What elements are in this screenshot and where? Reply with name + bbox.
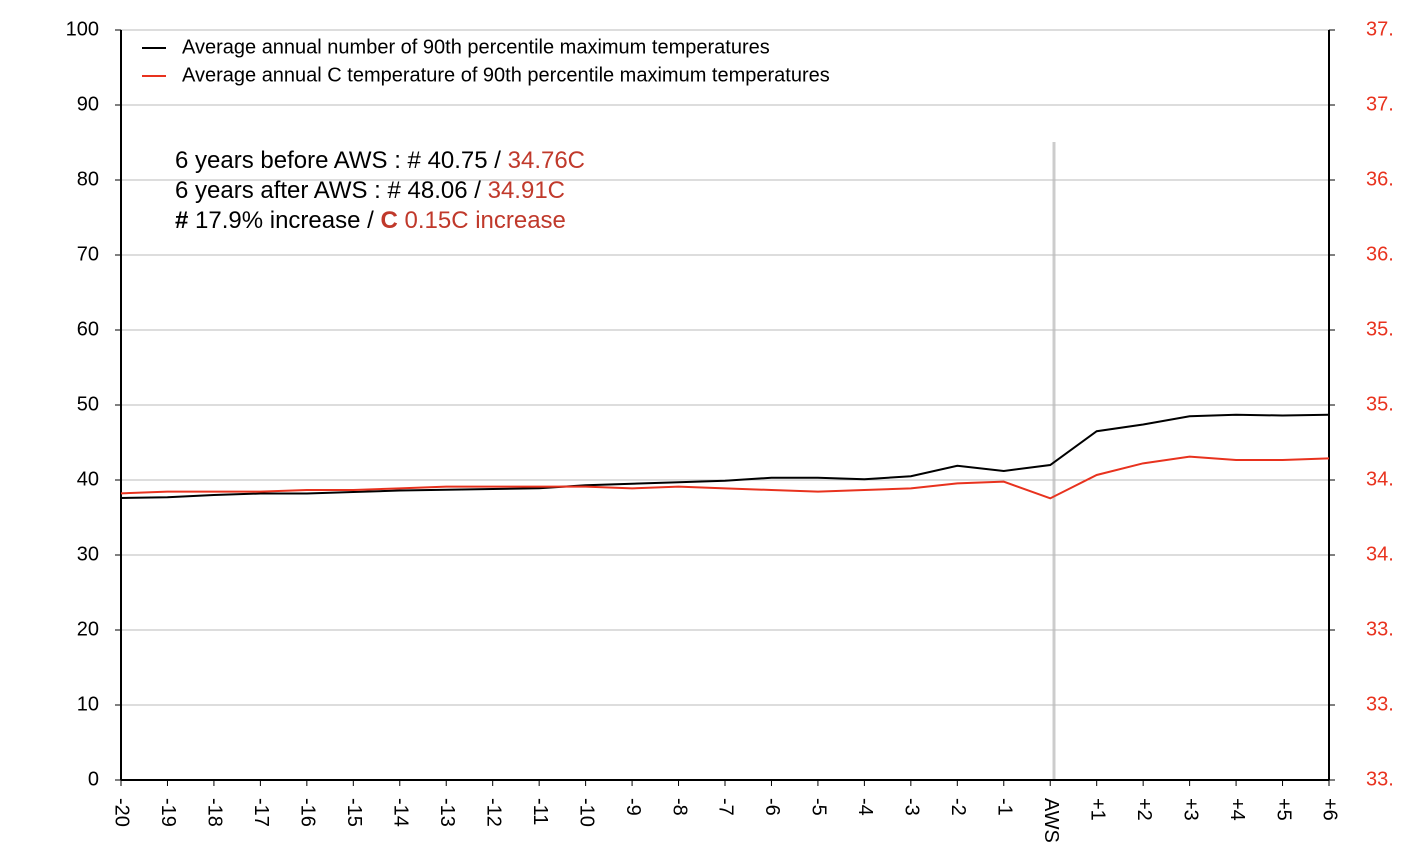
- annotation-part: #: [175, 207, 188, 234]
- legend-label: Average annual C temperature of 90th per…: [182, 64, 830, 86]
- x-tick-label: -5: [808, 798, 830, 816]
- x-tick-label: -17: [250, 798, 272, 827]
- x-tick-label: -2: [947, 798, 969, 816]
- series-line: [120, 455, 1330, 500]
- x-tick-label: -7: [715, 798, 737, 816]
- x-tick-label: -14: [389, 798, 411, 827]
- x-tick-label: +2: [1133, 798, 1155, 821]
- y2-tick-label: 34.: [1366, 468, 1394, 490]
- x-tick-label: +1: [1086, 798, 1108, 821]
- x-tick-label: -16: [297, 798, 319, 827]
- x-tick-label: -9: [622, 798, 644, 816]
- annotation: # 17.9% increase / C 0.15C increase: [175, 207, 566, 234]
- y-tick-label: 0: [88, 768, 99, 790]
- x-tick-label: -20: [111, 798, 133, 827]
- x-tick-label: -8: [668, 798, 690, 816]
- y-tick-label: 20: [77, 618, 99, 640]
- y-tick-label: 80: [77, 168, 99, 190]
- y-tick-label: 50: [77, 393, 99, 415]
- annotation-part: 0.15C increase: [398, 207, 566, 234]
- x-tick-label: AWS: [1040, 798, 1062, 843]
- y-tick-label: 90: [77, 93, 99, 115]
- x-tick-label: -11: [529, 798, 551, 825]
- x-tick-label: -1: [993, 798, 1015, 816]
- y-tick-label: 40: [77, 468, 99, 490]
- y-tick-label: 70: [77, 243, 99, 265]
- x-tick-label: -3: [901, 798, 923, 816]
- y2-tick-label: 34.: [1366, 543, 1394, 565]
- y2-tick-label: 33.: [1366, 618, 1394, 640]
- annotation: 6 years after AWS : # 48.06 / 34.91C: [175, 177, 565, 204]
- series-line: [120, 413, 1330, 499]
- y2-tick-label: 37.: [1366, 18, 1394, 40]
- legend-label: Average annual number of 90th percentile…: [182, 36, 770, 58]
- y-tick-label: 60: [77, 318, 99, 340]
- y2-tick-label: 35.: [1366, 318, 1394, 340]
- y2-tick-label: 35.: [1366, 393, 1394, 415]
- y-tick-label: 10: [77, 693, 99, 715]
- x-tick-label: +5: [1272, 798, 1294, 821]
- y2-tick-label: 33.: [1366, 693, 1394, 715]
- x-tick-label: -10: [575, 798, 597, 827]
- y2-tick-label: 36.: [1366, 243, 1394, 265]
- x-tick-label: +3: [1179, 798, 1201, 821]
- annotation-part: C: [380, 207, 397, 234]
- y2-tick-label: 33.: [1366, 768, 1394, 790]
- annotation-part: 6 years before AWS : # 40.75 /: [175, 147, 508, 174]
- x-tick-label: -12: [482, 798, 504, 827]
- y2-tick-label: 37.: [1366, 93, 1394, 115]
- y-tick-label: 30: [77, 543, 99, 565]
- x-tick-label: -6: [761, 798, 783, 816]
- annotation-part: 34.76C: [508, 147, 585, 174]
- annotation-part: 17.9% increase /: [188, 207, 380, 234]
- annotation: 6 years before AWS : # 40.75 / 34.76C: [175, 147, 585, 174]
- x-tick-label: -4: [854, 798, 876, 816]
- x-tick-label: +4: [1226, 798, 1248, 821]
- x-tick-label: -19: [157, 798, 179, 827]
- x-tick-label: -13: [436, 798, 458, 827]
- y2-tick-label: 36.: [1366, 168, 1394, 190]
- annotation-part: 6 years after AWS : # 48.06 /: [175, 177, 488, 204]
- annotation-part: 34.91C: [488, 177, 565, 204]
- y-tick-label: 100: [66, 18, 99, 40]
- x-tick-label: -18: [204, 798, 226, 827]
- x-tick-label: +6: [1319, 798, 1341, 821]
- x-tick-label: -15: [343, 798, 365, 827]
